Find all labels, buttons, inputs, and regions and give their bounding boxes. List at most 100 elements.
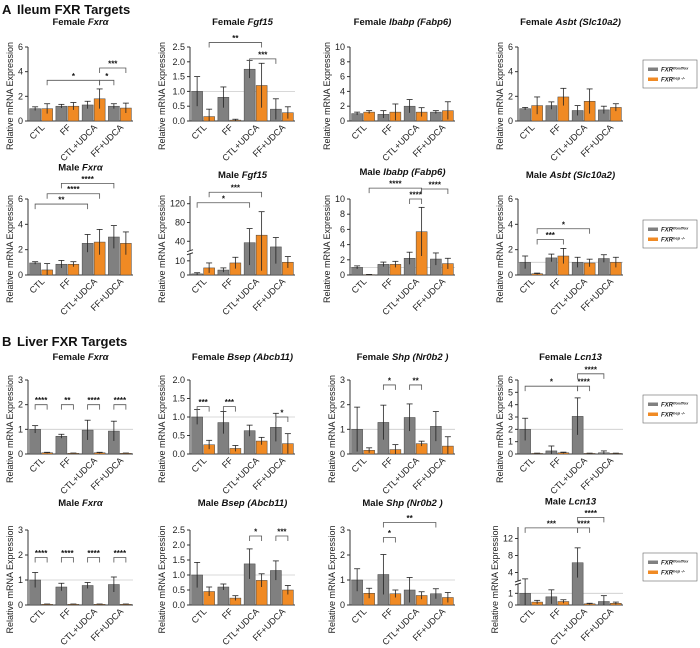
- panel-title: Male Ibabp (Fabp6): [359, 167, 445, 178]
- legend-superscript: flox/flox: [673, 401, 689, 406]
- y-tick-label: 6: [340, 72, 345, 82]
- y-tick-label: 3: [18, 525, 23, 535]
- y-tick-label: 2: [508, 91, 513, 101]
- y-tick-label: 1: [508, 588, 513, 598]
- x-category-label: FF: [220, 606, 235, 621]
- y-axis-label: Relative mRNA Expression: [5, 375, 15, 483]
- y-tick-label: 4: [340, 86, 345, 96]
- significance-bracket: [382, 522, 437, 528]
- y-axis-label: Relative mRNA Expression: [5, 195, 15, 303]
- x-category-label: FF: [380, 606, 395, 621]
- significance-label: ****: [81, 175, 94, 184]
- legend-base: FXR: [661, 403, 674, 409]
- significance-label: ***: [198, 398, 208, 407]
- y-tick-label: 0: [508, 270, 513, 280]
- panel-title: Female Shp (Nr0b2 ): [357, 352, 449, 363]
- significance-label: ****: [429, 181, 442, 190]
- panel: Relative mRNA Expression 0.0 0.5 1.0 1.5 2.0 2…: [157, 498, 295, 647]
- x-category-label: FF: [220, 276, 235, 291]
- x-category-label: FF: [548, 276, 563, 291]
- significance-label: *: [388, 529, 392, 538]
- y-tick-label: 5: [508, 387, 513, 397]
- x-category-label: CTL: [349, 122, 368, 141]
- significance-bracket: [421, 188, 449, 194]
- significance-bracket: [382, 384, 396, 390]
- y-axis-label: Relative mRNA Expression: [495, 42, 505, 150]
- section-a-title: Ileum FXR Targets: [17, 2, 130, 17]
- legend-swatch-hep-ko: [648, 77, 658, 81]
- panel: Relative mRNA Expression 0.0 0.5 1.0 1.5 2.0 2…: [157, 17, 295, 163]
- significance-bracket: [577, 385, 591, 392]
- y-tick-label: 6: [18, 42, 23, 52]
- significance-bracket: [524, 527, 579, 533]
- legend-entry: FXRhep -/-: [661, 569, 686, 577]
- legend-superscript: flox/flox: [673, 226, 689, 231]
- significance-label: ****: [35, 396, 48, 405]
- y-tick-label: 1.5: [172, 72, 185, 82]
- x-category-label: FF: [220, 455, 235, 470]
- y-axis-label: Relative mRNA Expression: [157, 42, 167, 150]
- significance-bracket: [536, 228, 591, 234]
- y-tick-label: 6: [18, 194, 23, 204]
- y-tick-label: 2.5: [172, 525, 185, 535]
- x-category-label: FF: [58, 455, 73, 470]
- title-prefix: Female: [539, 352, 574, 363]
- significance-label: *: [72, 72, 76, 81]
- title-prefix: Female: [212, 17, 247, 28]
- bar-flox: [519, 108, 531, 122]
- significance-label: ***: [231, 184, 241, 193]
- significance-bracket: [46, 79, 101, 86]
- y-tick-label: 0.5: [172, 101, 185, 111]
- significance-label: ***: [546, 231, 556, 240]
- y-tick-label: 4: [508, 400, 513, 410]
- axis-break-mark: [514, 579, 522, 583]
- y-tick-label: 0.0: [172, 449, 185, 459]
- y-axis-label: Relative mRNA Expression: [327, 525, 337, 633]
- legend-base: FXR: [661, 571, 674, 577]
- significance-bracket: [382, 537, 396, 543]
- panel-title: Female Fxrα: [52, 17, 109, 28]
- bar-flox: [55, 435, 68, 455]
- legend-base: FXR: [661, 561, 674, 567]
- x-category-label: FF: [220, 122, 235, 137]
- y-tick-label: 40: [175, 236, 185, 246]
- title-gene: Ibabp (Fabp6): [389, 17, 451, 28]
- significance-bracket: [577, 516, 605, 523]
- significance-label: *: [222, 194, 226, 203]
- significance-label: ****: [87, 549, 100, 558]
- significance-label: ***: [225, 398, 235, 407]
- y-axis-label: Relative mRNA Expression: [327, 375, 337, 483]
- y-tick-label: 1.0: [172, 412, 185, 422]
- legend-superscript: flox/flox: [673, 66, 689, 71]
- legend-box: [642, 552, 698, 582]
- title-prefix: Female: [192, 352, 227, 363]
- x-category-label: CTL: [189, 122, 208, 141]
- y-tick-label: 10: [335, 42, 345, 52]
- significance-label: ***: [258, 50, 268, 59]
- x-category-label: CTL: [27, 122, 46, 141]
- y-axis-label: Relative mRNA Expression: [490, 525, 500, 633]
- y-tick-label: 8: [340, 57, 345, 67]
- y-tick-label: 2: [340, 255, 345, 265]
- y-axis-label: Relative mRNA Expression: [157, 195, 167, 303]
- title-gene: Fxrα: [82, 162, 104, 173]
- legend-base: FXR: [661, 238, 674, 244]
- legend-entry: FXRflox/flox: [661, 401, 689, 409]
- title-prefix: Male: [198, 498, 222, 509]
- significance-label: ****: [61, 549, 74, 558]
- significance-label: ****: [585, 509, 598, 518]
- y-tick-label: 2: [508, 424, 513, 434]
- x-category-label: FF: [380, 122, 395, 137]
- significance-label: *: [388, 376, 392, 385]
- legend-base: FXR: [661, 78, 674, 84]
- y-tick-label: 0: [18, 600, 23, 610]
